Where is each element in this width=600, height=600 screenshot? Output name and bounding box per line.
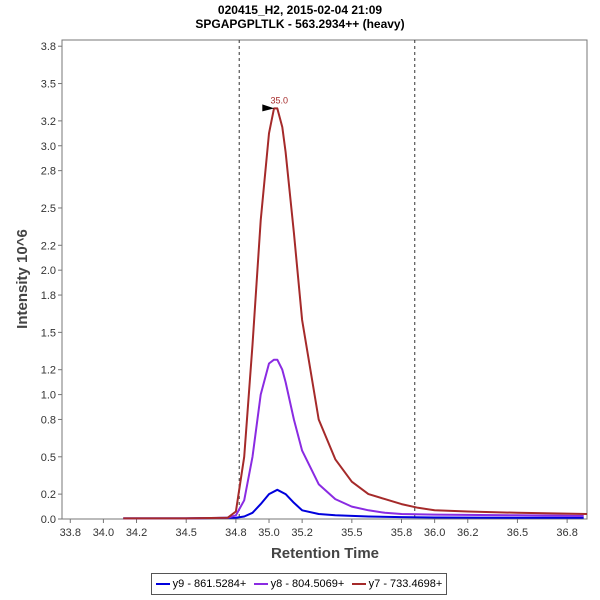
x-tick-label: 35.2 [291, 527, 312, 539]
series-line-y9 [123, 488, 584, 520]
x-tick-label: 33.8 [60, 527, 81, 539]
x-axis: 33.8 34.0 34.2 34.5 34.8 35.0 35.2 35.5 35.8 36.0… [60, 519, 578, 539]
legend-swatch-y7 [351, 583, 366, 585]
x-tick-label: 36.5 [507, 527, 528, 539]
legend-item-y9: y9 - 861.5284+ [155, 578, 247, 590]
y-tick-label: 0.5 [41, 452, 56, 464]
x-tick-label: 34.0 [93, 527, 114, 539]
plot-area [61, 39, 588, 520]
y-tick-label: 3.8 [41, 41, 56, 53]
x-tick-label: 34.2 [126, 527, 147, 539]
legend-label-y7: y7 - 733.4698+ [368, 578, 443, 590]
y-tick-label: 2.2 [41, 240, 56, 252]
x-tick-label: 36.0 [424, 527, 445, 539]
y-tick-label: 3.2 [41, 116, 56, 128]
y-axis-label: Intensity 10^6 [14, 229, 31, 329]
chart-title: 020415_H2, 2015-02-04 21:09 [218, 3, 382, 17]
y-tick-label: 3.0 [41, 141, 56, 153]
legend-swatch-y9 [155, 583, 170, 585]
y-tick-label: 1.5 [41, 327, 56, 339]
y-tick-label: 0.0 [41, 514, 56, 526]
y-tick-label: 2.0 [41, 265, 56, 277]
y-tick-label: 1.0 [41, 390, 56, 402]
x-tick-label: 35.0 [258, 527, 279, 539]
legend-item-y7: y7 - 733.4698+ [351, 578, 443, 590]
legend-item-y8: y8 - 804.5069+ [253, 578, 345, 590]
y-tick-label: 2.5 [41, 203, 56, 215]
series-line-y7 [123, 107, 588, 520]
x-axis-label: Retention Time [271, 545, 379, 562]
y-tick-label: 0.8 [41, 414, 56, 426]
legend-swatch-y8 [253, 583, 268, 585]
x-tick-label: 36.8 [556, 527, 577, 539]
peak-label: 35.0 [271, 95, 289, 105]
x-tick-label: 34.5 [176, 527, 197, 539]
y-axis: 0.0 0.2 0.5 0.8 1.0 1.2 1.5 1.8 2.0 2.2 2.5 2.8 3.0 3… [41, 41, 62, 526]
y-tick-label: 3.5 [41, 79, 56, 91]
series-layer [123, 107, 588, 520]
series-line-y8 [123, 358, 584, 520]
y-tick-label: 2.8 [41, 166, 56, 178]
chart-subtitle: SPGAPGPLTLK - 563.2934++ (heavy) [195, 17, 404, 31]
integration-boundaries [238, 40, 416, 519]
x-tick-label: 35.8 [391, 527, 412, 539]
peak-marker [262, 104, 275, 112]
y-tick-label: 1.2 [41, 365, 56, 377]
legend-label-y8: y8 - 804.5069+ [270, 578, 345, 590]
x-tick-label: 36.2 [457, 527, 478, 539]
y-tick-label: 0.2 [41, 489, 56, 501]
legend: y9 - 861.5284+ y8 - 804.5069+ y7 - 733.4… [151, 573, 447, 595]
x-tick-label: 34.8 [225, 527, 246, 539]
legend-label-y9: y9 - 861.5284+ [172, 578, 247, 590]
y-tick-label: 1.8 [41, 290, 56, 302]
annotation-layer: 35.0 [262, 95, 289, 112]
x-tick-label: 35.5 [341, 527, 362, 539]
